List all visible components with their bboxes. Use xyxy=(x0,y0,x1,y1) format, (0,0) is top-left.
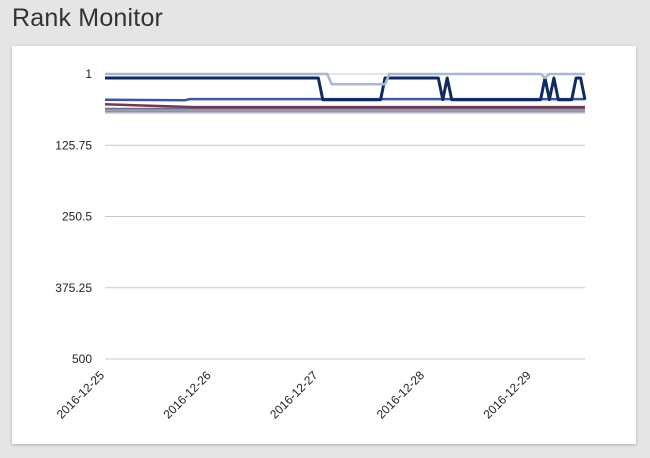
series-line-4 xyxy=(104,103,585,109)
chart-card: 1 125.75 250.5 375.25 500 2016-12-25 2016-12-2… xyxy=(12,46,636,444)
rank-chart: 1 125.75 250.5 375.25 500 2016-12-25 2016-12-2… xyxy=(54,67,587,422)
x-tick-label: 2016-12-29 xyxy=(480,368,534,422)
x-tick-label: 2016-12-27 xyxy=(267,368,321,422)
y-tick-label: 250.5 xyxy=(62,210,92,224)
x-tick-label: 2016-12-25 xyxy=(54,368,108,422)
y-tick-label: 375.25 xyxy=(55,281,92,295)
series-line-3 xyxy=(104,97,585,102)
series-line-1 xyxy=(105,72,585,86)
y-tick-label: 1 xyxy=(85,67,92,81)
y-tick-label: 500 xyxy=(72,352,92,366)
page-title: Rank Monitor xyxy=(12,4,164,32)
series-line-2 xyxy=(105,76,587,102)
x-tick-label: 2016-12-26 xyxy=(160,368,214,422)
y-tick-label: 125.75 xyxy=(55,138,92,152)
x-tick-label: 2016-12-28 xyxy=(374,368,428,422)
